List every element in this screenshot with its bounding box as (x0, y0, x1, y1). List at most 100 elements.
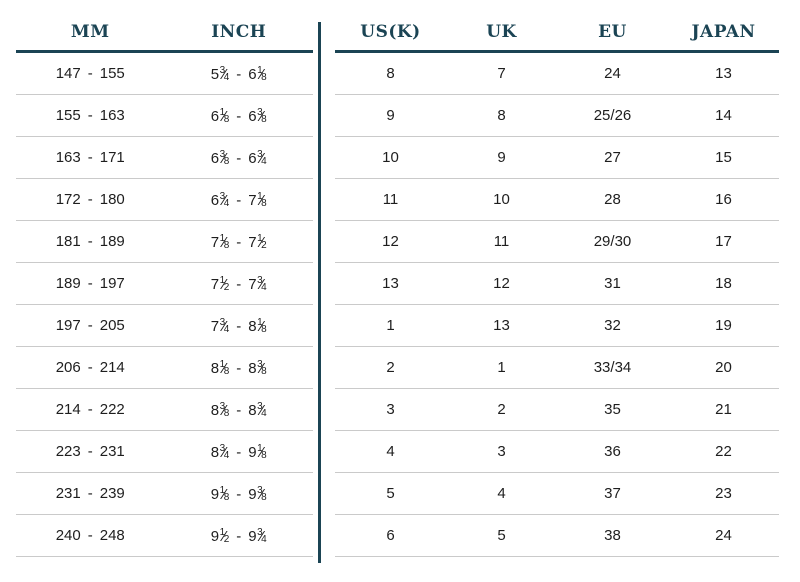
japan-size-cell: 21 (668, 388, 779, 431)
range-separator: - (236, 233, 242, 251)
fraction-numerator: 3 (257, 400, 263, 412)
fraction-numerator: 1 (257, 232, 263, 244)
eu-size-cell: 38 (557, 514, 668, 557)
us-size-cell: 2 (335, 346, 446, 389)
inch-range-cell: 71⁄8-71⁄2 (164, 220, 313, 263)
us-size-cell: 11 (335, 178, 446, 221)
vertical-divider (318, 22, 321, 563)
fraction-numerator: 1 (219, 526, 226, 538)
column-header-eu: EU (557, 14, 668, 53)
table-row: 240-248 91⁄2-93⁄4 (16, 514, 313, 557)
eu-size-cell: 25/26 (557, 94, 668, 137)
fraction-denominator: 8 (223, 239, 230, 251)
mm-range-cell: 181-189 (16, 220, 165, 263)
eu-size-cell: 37 (557, 472, 668, 515)
range-separator: - (87, 317, 93, 334)
us-size-cell: 10 (335, 136, 446, 179)
uk-size-cell: 5 (446, 514, 557, 557)
fraction-slash: ⁄ (260, 233, 264, 251)
fraction-numerator: 3 (219, 442, 226, 454)
us-size-cell: 1 (335, 304, 446, 347)
japan-size-cell: 17 (668, 220, 779, 263)
fraction-denominator: 8 (261, 491, 267, 503)
region-size-table: US(K) UK EU JAPAN 8 7 24 13 9 8 25/26 14 10 9 27 15… (335, 14, 779, 557)
fraction-slash: ⁄ (260, 149, 264, 167)
range-separator: - (87, 443, 93, 460)
fraction-denominator: 4 (223, 197, 230, 209)
eu-size-cell: 28 (557, 178, 668, 221)
fraction-slash: ⁄ (223, 443, 226, 461)
fraction-denominator: 2 (223, 281, 230, 293)
japan-size-cell: 18 (668, 262, 779, 305)
range-separator: - (87, 359, 93, 376)
fraction-denominator: 2 (261, 239, 267, 251)
fraction-slash: ⁄ (223, 107, 226, 125)
eu-size-cell: 27 (557, 136, 668, 179)
inch-range-cell: 83⁄4-91⁄8 (164, 430, 313, 473)
range-separator: - (87, 485, 93, 502)
eu-size-cell: 35 (557, 388, 668, 431)
fraction-numerator: 3 (257, 484, 263, 496)
range-separator: - (236, 401, 242, 419)
column-header-japan: JAPAN (668, 14, 779, 53)
fraction-numerator: 3 (257, 526, 263, 538)
japan-size-cell: 14 (668, 94, 779, 137)
fraction-denominator: 8 (223, 113, 230, 125)
fraction-slash: ⁄ (260, 443, 264, 461)
left-table-body: 147-155 53⁄4-61⁄8 155-163 61⁄8-63⁄8 163-171 6… (16, 51, 313, 557)
uk-size-cell: 4 (446, 472, 557, 515)
table-row: 223-231 83⁄4-91⁄8 (16, 430, 313, 473)
mm-range-cell: 163-171 (16, 136, 165, 179)
us-size-cell: 8 (335, 51, 446, 95)
range-separator: - (236, 485, 242, 503)
fraction-numerator: 3 (257, 148, 263, 160)
measurement-table-header: MM INCH (16, 14, 313, 53)
table-row: 155-163 61⁄8-63⁄8 (16, 94, 313, 137)
range-separator: - (236, 191, 242, 209)
right-table-body: 8 7 24 13 9 8 25/26 14 10 9 27 15 11 10 28 16 12 11 29/30 1… (335, 51, 779, 557)
range-separator: - (236, 527, 242, 545)
range-separator: - (87, 233, 93, 250)
mm-range-cell: 223-231 (16, 430, 165, 473)
uk-size-cell: 2 (446, 388, 557, 431)
fraction-denominator: 8 (261, 71, 267, 83)
fraction-numerator: 1 (219, 274, 226, 286)
fraction-denominator: 8 (223, 365, 230, 377)
japan-size-cell: 22 (668, 430, 779, 473)
inch-range-cell: 53⁄4-61⁄8 (164, 51, 313, 95)
mm-range-cell: 197-205 (16, 304, 165, 347)
range-separator: - (236, 149, 242, 167)
fraction-slash: ⁄ (260, 527, 264, 545)
uk-size-cell: 9 (446, 136, 557, 179)
table-row: 172-180 63⁄4-71⁄8 (16, 178, 313, 221)
table-row: 206-214 81⁄8-83⁄8 (16, 346, 313, 389)
us-size-cell: 3 (335, 388, 446, 431)
uk-size-cell: 10 (446, 178, 557, 221)
us-size-cell: 6 (335, 514, 446, 557)
eu-size-cell: 24 (557, 51, 668, 95)
fraction-denominator: 8 (223, 491, 230, 503)
japan-size-cell: 23 (668, 472, 779, 515)
fraction-numerator: 3 (257, 106, 263, 118)
fraction-slash: ⁄ (260, 65, 264, 83)
fraction-slash: ⁄ (260, 485, 264, 503)
japan-size-cell: 19 (668, 304, 779, 347)
range-separator: - (236, 443, 242, 461)
fraction-numerator: 1 (257, 190, 263, 202)
fraction-slash: ⁄ (223, 317, 226, 335)
fraction-denominator: 8 (261, 197, 267, 209)
inch-range-cell: 73⁄4-81⁄8 (164, 304, 313, 347)
table-row: 12 11 29/30 17 (335, 220, 779, 263)
inch-range-cell: 71⁄2-73⁄4 (164, 262, 313, 305)
region-table-header: US(K) UK EU JAPAN (335, 14, 779, 53)
fraction-denominator: 4 (261, 281, 267, 293)
table-row: 13 12 31 18 (335, 262, 779, 305)
table-row: 189-197 71⁄2-73⁄4 (16, 262, 313, 305)
eu-size-cell: 33/34 (557, 346, 668, 389)
column-header-inch: INCH (164, 14, 313, 53)
fraction-numerator: 3 (219, 148, 226, 160)
inch-range-cell: 91⁄2-93⁄4 (164, 514, 313, 557)
mm-range-cell: 231-239 (16, 472, 165, 515)
range-separator: - (236, 359, 242, 377)
table-row: 181-189 71⁄8-71⁄2 (16, 220, 313, 263)
